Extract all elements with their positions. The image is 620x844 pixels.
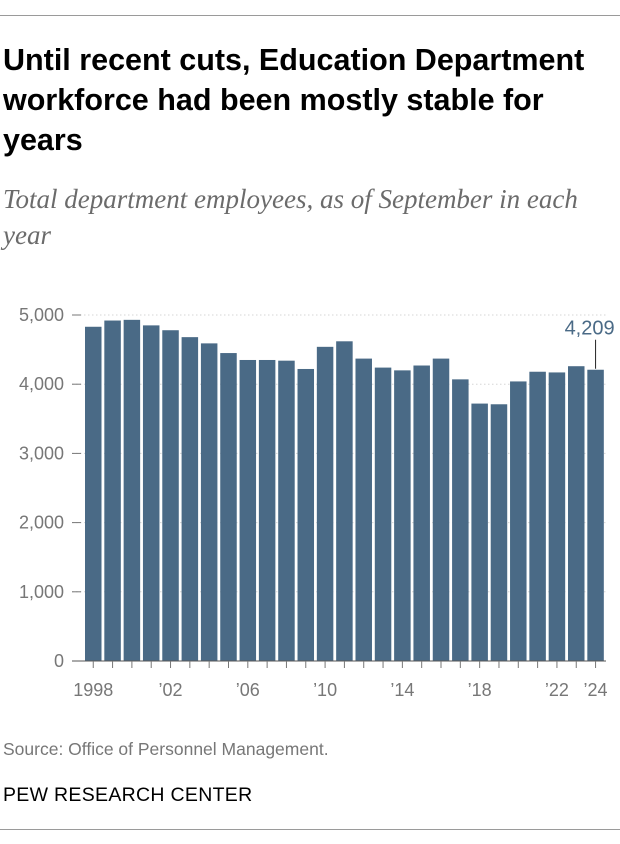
x-tick-label: ’24: [584, 680, 608, 700]
bottom-rule: [0, 829, 620, 830]
bar-2007: [258, 359, 276, 661]
y-tick-label: 3,000: [19, 443, 64, 463]
bar-2005: [220, 353, 237, 661]
y-tick-label: 1,000: [19, 582, 64, 602]
bar-2024: [587, 369, 604, 661]
x-tick-label: ’02: [159, 680, 183, 700]
bar-1999: [104, 320, 121, 661]
x-tick-label: 1998: [73, 680, 113, 700]
bar-1998: [85, 326, 102, 661]
bar-2020: [510, 381, 527, 661]
bar-2021: [529, 371, 546, 661]
bar-2006: [239, 359, 257, 661]
bar-2022: [548, 372, 566, 661]
x-tick-label: ’22: [545, 680, 569, 700]
bar-2013: [374, 367, 392, 661]
chart-subtitle: Total department employees, as of Septem…: [3, 184, 578, 250]
bar-2008: [278, 360, 295, 661]
source-note: Source: Office of Personnel Management.: [3, 739, 329, 759]
x-tick-label: ’10: [313, 680, 337, 700]
y-tick-label: 2,000: [19, 513, 64, 533]
bar-2018: [471, 403, 488, 661]
top-rule: [0, 15, 620, 16]
bar-2019: [490, 404, 508, 661]
y-tick-label: 0: [54, 651, 64, 671]
bar-2023: [568, 366, 585, 661]
organization-name: PEW RESEARCH CENTER: [3, 784, 253, 806]
bar-2011: [336, 341, 353, 661]
bar-2004: [200, 343, 218, 661]
bar-2003: [181, 337, 199, 661]
bar-2000: [123, 319, 141, 661]
bar-2001: [142, 325, 160, 661]
bar-2014: [394, 370, 411, 661]
x-tick-label: ’18: [468, 680, 492, 700]
y-tick-label: 4,000: [19, 374, 64, 394]
bar-2017: [452, 379, 469, 661]
y-tick-label: 5,000: [19, 305, 64, 325]
x-tick-label: ’14: [390, 680, 414, 700]
annotation-label: 4,209: [565, 318, 615, 340]
bar-2010: [316, 346, 334, 661]
bar-2002: [162, 330, 179, 661]
bar-2015: [413, 365, 430, 661]
bar-2012: [355, 358, 372, 661]
x-tick-label: ’06: [236, 680, 260, 700]
bar-2009: [297, 368, 315, 661]
chart-title: Until recent cuts, Education Department …: [3, 43, 585, 157]
bar-chart: 0 1,000 2,000 3,000 4,000 5,000 1998 ’02 ’06 ’10 ’…: [19, 305, 615, 700]
bar-2016: [432, 358, 450, 661]
